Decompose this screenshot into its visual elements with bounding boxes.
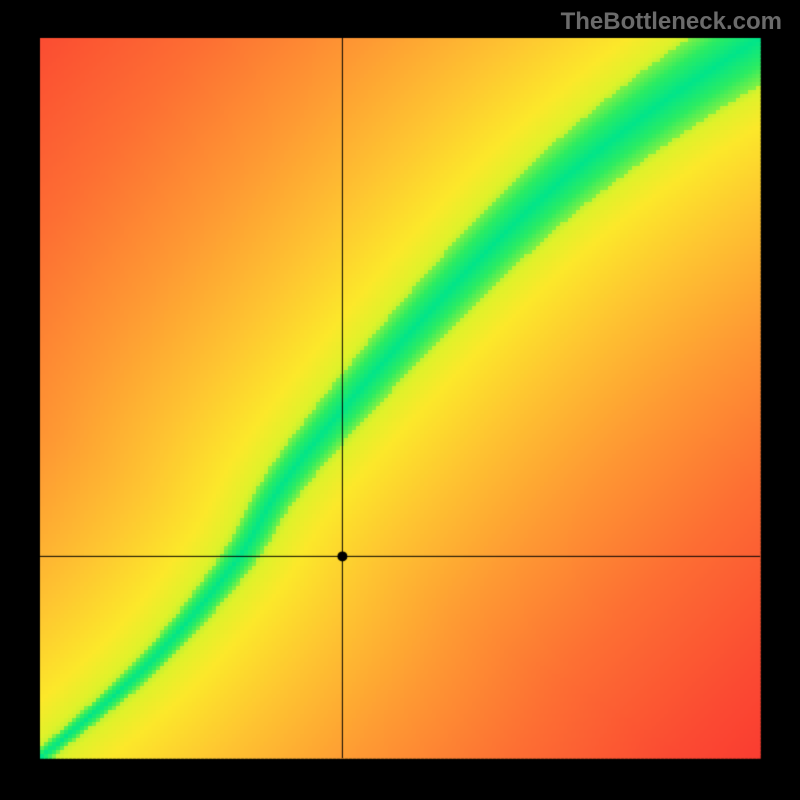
- bottleneck-heatmap: [0, 0, 800, 800]
- chart-container: TheBottleneck.com: [0, 0, 800, 800]
